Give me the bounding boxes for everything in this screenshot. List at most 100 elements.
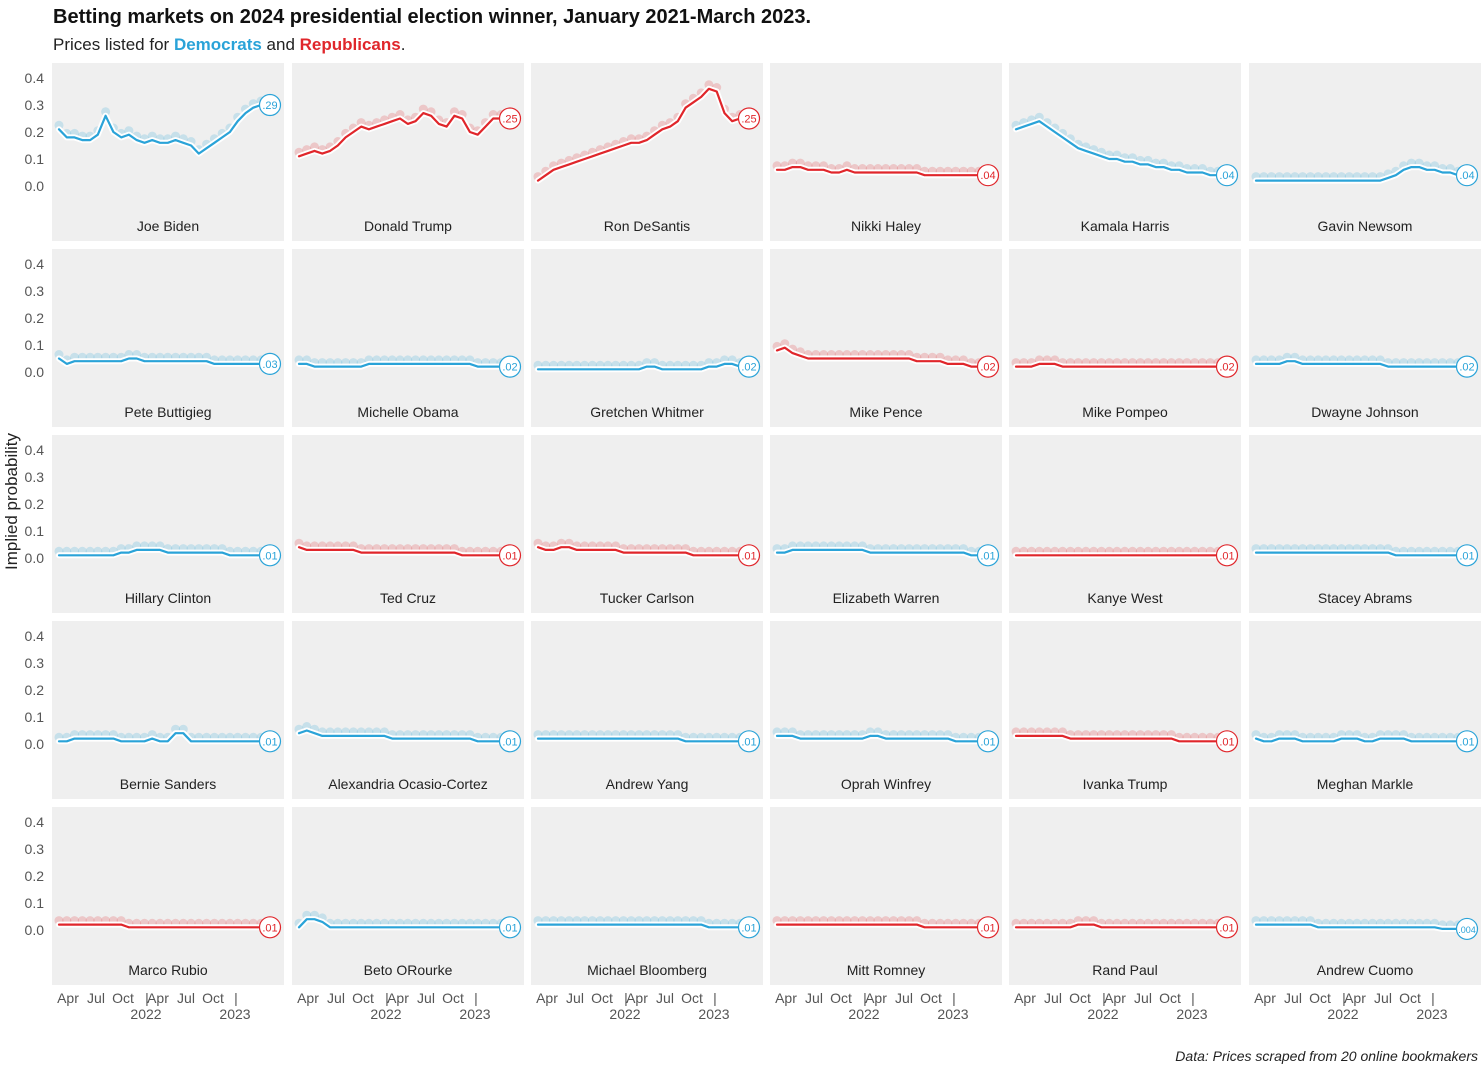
panel-oprah-winfrey: .01 Oprah Winfrey xyxy=(770,621,1002,799)
x-tick-month: Oct xyxy=(591,990,613,1006)
end-value-label: .01 xyxy=(262,922,277,934)
y-tick-label: 0.4 xyxy=(25,256,45,272)
x-tick-month: Oct xyxy=(1159,990,1181,1006)
x-tick-month: Jul xyxy=(895,990,913,1006)
x-tick-month: Jul xyxy=(566,990,584,1006)
x-tick-month: Jul xyxy=(1284,990,1302,1006)
end-value-badge xyxy=(1215,916,1239,939)
candidate-name: Gretchen Whitmer xyxy=(590,404,704,420)
candidate-name: Kamala Harris xyxy=(1081,218,1170,234)
candidate-name: Elizabeth Warren xyxy=(833,590,940,606)
candidate-name: Gavin Newsom xyxy=(1318,218,1413,234)
x-tick-year: 2022 xyxy=(848,1006,879,1022)
end-value-badge xyxy=(1455,355,1479,378)
panel-background xyxy=(1249,621,1481,799)
trend-line xyxy=(1254,360,1460,368)
panel-background xyxy=(1249,63,1481,241)
y-tick-label: 0.0 xyxy=(25,736,45,752)
x-tick-year: 2023 xyxy=(1176,1006,1207,1022)
panel-background xyxy=(52,435,284,613)
panel-background xyxy=(770,621,1002,799)
end-value-label: .01 xyxy=(502,736,517,748)
y-tick-label: 0.1 xyxy=(25,895,45,911)
end-value-label: .25 xyxy=(741,114,756,126)
end-value-label: .01 xyxy=(262,550,277,562)
candidate-name: Oprah Winfrey xyxy=(841,776,931,792)
trend-line xyxy=(57,548,263,557)
subtitle-mid: and xyxy=(261,35,300,54)
end-value-label: .01 xyxy=(1459,736,1474,748)
end-value-badge xyxy=(1215,355,1239,378)
panel-dwayne-johnson: .02 Dwayne Johnson xyxy=(1249,249,1481,427)
candidate-name: Donald Trump xyxy=(364,218,452,234)
trend-line xyxy=(775,166,981,177)
x-tick-month: | xyxy=(234,990,238,1006)
x-tick-month: Apr xyxy=(865,990,887,1006)
candidate-name: Marco Rubio xyxy=(128,962,208,978)
panel-background xyxy=(1009,63,1241,241)
panel-background xyxy=(531,807,763,985)
candidate-name: Mitt Romney xyxy=(847,962,926,978)
chart-subtitle: Prices listed for Democrats and Republic… xyxy=(53,35,405,55)
panel-beto-orourke: .01 Beto ORourke xyxy=(292,807,524,985)
x-tick-month: | xyxy=(863,990,867,1006)
panel-elizabeth-warren: .01 Elizabeth Warren xyxy=(770,435,1002,613)
end-value-label: .01 xyxy=(1219,922,1234,934)
x-tick-year: 2023 xyxy=(219,1006,250,1022)
trend-line xyxy=(57,732,263,743)
end-value-badge xyxy=(976,916,1000,939)
x-tick-month: Apr xyxy=(297,990,319,1006)
end-value-label: .04 xyxy=(1459,170,1474,182)
trend-line xyxy=(1014,362,1220,368)
panel-meghan-markle: .01 Meghan Markle xyxy=(1249,621,1481,799)
panel-alexandria-ocasio-cortez: .01 Alexandria Ocasio-Cortez xyxy=(292,621,524,799)
candidate-name: Joe Biden xyxy=(137,218,199,234)
end-value-label: .02 xyxy=(502,362,517,374)
panel-background xyxy=(770,435,1002,613)
end-value-badge xyxy=(976,355,1000,378)
panel-background xyxy=(1009,807,1241,985)
x-tick-year: 2023 xyxy=(937,1006,968,1022)
x-tick-year: 2022 xyxy=(370,1006,401,1022)
trend-line xyxy=(775,923,981,929)
y-tick-label: 0.3 xyxy=(25,841,45,857)
end-value-badge xyxy=(737,730,761,753)
end-value-badge xyxy=(498,730,522,753)
trend-line xyxy=(1254,166,1460,182)
panel-andrew-cuomo: .004 Andrew Cuomo xyxy=(1249,807,1481,985)
x-tick-month: Jul xyxy=(1044,990,1062,1006)
end-value-badge xyxy=(1455,164,1479,187)
panel-ivanka-trump: .01 Ivanka Trump xyxy=(1009,621,1241,799)
end-value-badge xyxy=(258,93,282,117)
x-tick-month: Oct xyxy=(830,990,852,1006)
candidate-name: Michelle Obama xyxy=(357,404,458,420)
end-value-badge xyxy=(498,107,522,130)
panel-joe-biden: .29 Joe Biden xyxy=(52,63,284,241)
x-tick-month: | xyxy=(1431,990,1435,1006)
panel-ron-desantis: .25 Ron DeSantis xyxy=(531,63,763,241)
x-tick-year: 2023 xyxy=(698,1006,729,1022)
y-tick-label: 0.3 xyxy=(25,97,45,113)
candidate-name: Tucker Carlson xyxy=(600,590,694,606)
x-tick-month: Oct xyxy=(1399,990,1421,1006)
end-value-badge xyxy=(737,355,761,378)
x-tick-month: Jul xyxy=(327,990,345,1006)
x-tick-year: 2023 xyxy=(1416,1006,1447,1022)
y-tick-label: 0.2 xyxy=(25,124,45,140)
candidate-name: Bernie Sanders xyxy=(120,776,217,792)
x-tick-month: | xyxy=(1102,990,1106,1006)
x-tick-year: 2023 xyxy=(459,1006,490,1022)
x-tick-year: 2022 xyxy=(1327,1006,1358,1022)
trend-line xyxy=(536,737,742,743)
end-value-badge xyxy=(976,544,1000,567)
x-tick-year: 2022 xyxy=(130,1006,161,1022)
y-tick-label: 0.2 xyxy=(25,496,45,512)
panel-stacey-abrams: .01 Stacey Abrams xyxy=(1249,435,1481,613)
x-tick-month: | xyxy=(1191,990,1195,1006)
trend-line xyxy=(536,923,742,929)
end-value-badge xyxy=(498,916,522,939)
end-value-label: .01 xyxy=(262,736,277,748)
panel-background xyxy=(531,435,763,613)
y-tick-label: 0.2 xyxy=(25,310,45,326)
y-tick-label: 0.4 xyxy=(25,442,45,458)
